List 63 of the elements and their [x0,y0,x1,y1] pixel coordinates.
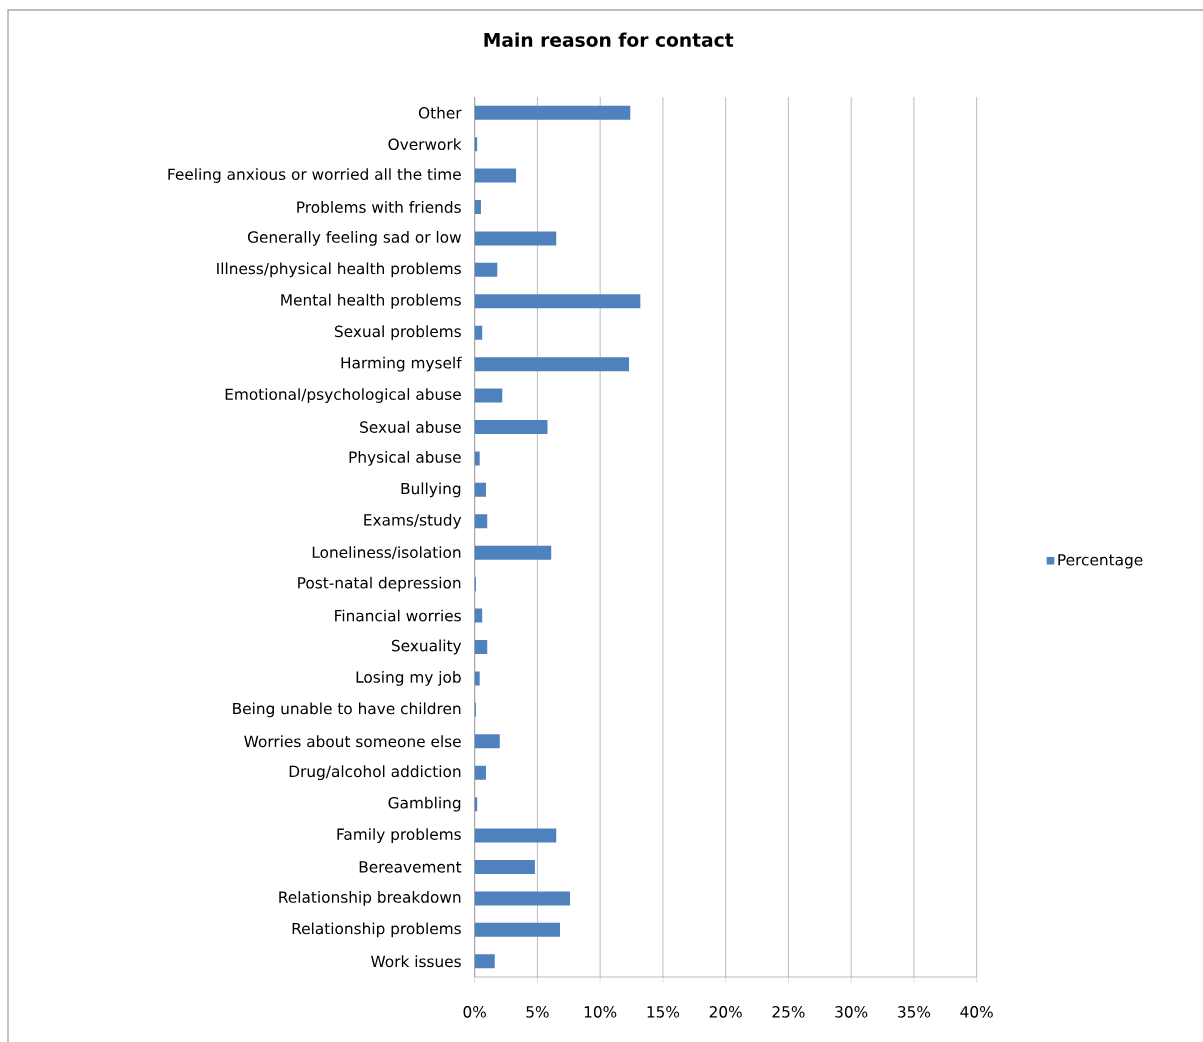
bar [474,891,571,906]
x-tick-label: 25% [772,1006,805,1018]
bar [474,954,495,969]
bar [474,514,488,529]
y-tick-label: Loneliness/isolation [312,546,461,560]
bar [474,639,488,654]
y-tick-label: Relationship breakdown [279,891,461,906]
y-tick-label: Financial worries [335,609,461,622]
bar [474,325,483,340]
x-tick-label: 10% [584,1006,617,1018]
y-tick-label: Family problems [337,828,461,843]
x-tick-label: 15% [647,1006,680,1018]
bar [474,294,641,309]
bar [474,105,631,120]
bar [474,388,503,403]
y-tick-label: Drug/alcohol addiction [289,765,461,781]
y-tick-label: Exams/study [364,513,462,529]
bar [474,357,630,372]
y-tick-label: Relationship problems [292,922,461,938]
x-tick-label: 5% [526,1006,549,1018]
chart-title: Main reason for contact [484,32,734,47]
x-tick-label: 30% [835,1006,868,1018]
bar [474,199,481,214]
x-tick-label: 35% [898,1006,931,1018]
y-tick-label: Overwork [388,138,462,151]
bar [474,859,535,874]
x-tick-label: 20% [709,1006,742,1018]
bar [474,545,552,560]
legend-label: Percentage [1058,554,1143,569]
bar [474,231,557,246]
bar [474,419,548,434]
y-tick-label: Sexual problems [334,325,461,341]
bar [474,922,561,937]
bar [474,765,486,780]
y-tick-label: Sexuality [391,639,462,655]
y-tick-label: Work issues [371,955,461,968]
y-tick-label: Mental health problems [281,293,461,309]
y-tick-label: Losing my job [356,671,461,686]
y-tick-label: Bereavement [359,861,462,873]
y-tick-label: Problems with friends [297,201,461,213]
bar [474,168,517,183]
bar [474,482,486,497]
y-tick-label: Bullying [401,482,461,498]
y-tick-label: Harming myself [341,356,462,372]
bar [474,828,557,843]
bar [474,451,480,466]
y-tick-label: Sexual abuse [360,421,461,433]
y-tick-label: Generally feeling sad or low [247,231,461,246]
y-tick-label: Emotional/psychological abuse [225,388,461,403]
y-tick-label: Feeling anxious or worried all the time [168,168,461,183]
x-tick-label: 0% [463,1006,486,1018]
y-tick-label: Post-natal depression [298,576,461,592]
bar [474,262,498,277]
y-tick-label: Other [418,106,462,119]
bar [474,734,500,749]
y-tick-label: Illness/physical health problems [217,262,461,278]
bar [474,671,480,686]
bar [474,608,483,623]
y-tick-label: Being unable to have children [233,702,461,718]
x-tick-label: 40% [960,1006,993,1018]
y-tick-label: Worries about someone else [244,735,461,748]
y-tick-label: Physical abuse [349,451,461,466]
y-tick-label: Gambling [388,796,461,812]
